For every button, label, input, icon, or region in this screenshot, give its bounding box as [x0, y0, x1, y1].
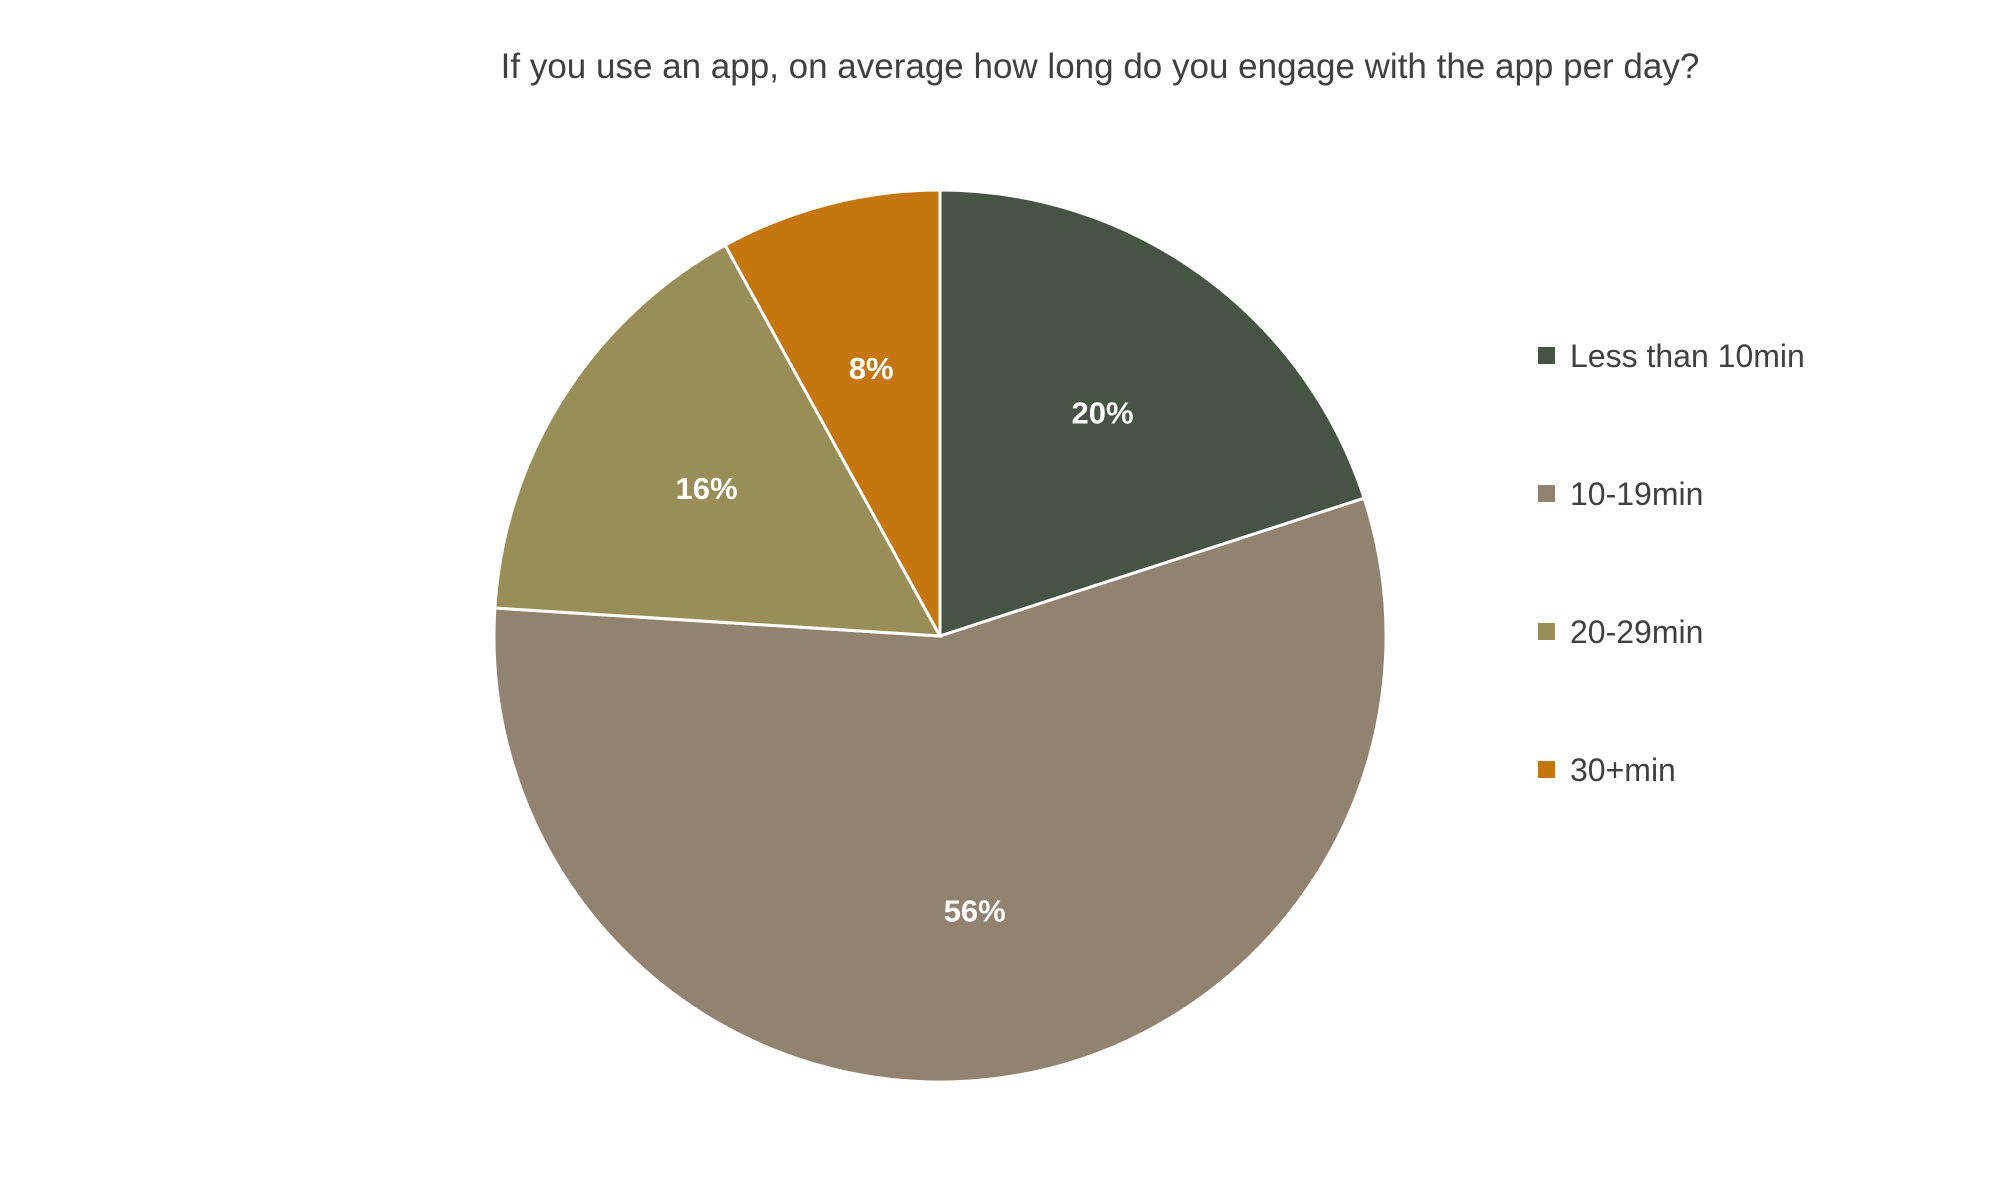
- legend-label-30-min: 30+min: [1570, 752, 1676, 788]
- legend-label-10-19min: 10-19min: [1570, 476, 1703, 512]
- pie-slice-20-29min: [493, 243, 943, 638]
- legend-swatch-20-29min: [1538, 623, 1555, 640]
- legend-swatch-10-19min: [1538, 485, 1555, 502]
- data-label-less-than-10min: 20%: [1072, 395, 1134, 430]
- pie-slice-less-than-10min: [938, 188, 1367, 639]
- chart-title: If you use an app, on average how long d…: [501, 47, 1700, 86]
- data-label-10-19min: 56%: [944, 893, 1006, 928]
- pie-slice-30-min: [723, 188, 942, 637]
- legend-label-20-29min: 20-29min: [1570, 614, 1703, 650]
- legend-label-less-than-10min: Less than 10min: [1570, 338, 1805, 374]
- pie-slice-10-19min: [492, 496, 1388, 1084]
- data-labels: 20% 56% 16% 8%: [676, 351, 1134, 928]
- data-label-20-29min: 16%: [676, 471, 738, 506]
- legend-swatch-less-than-10min: [1538, 347, 1555, 364]
- data-label-30-min: 8%: [849, 351, 894, 386]
- pie-slices: [492, 188, 1388, 1084]
- legend: Less than 10min 10-19min 20-29min 30+min: [1538, 338, 1805, 788]
- legend-swatch-30-min: [1538, 761, 1555, 778]
